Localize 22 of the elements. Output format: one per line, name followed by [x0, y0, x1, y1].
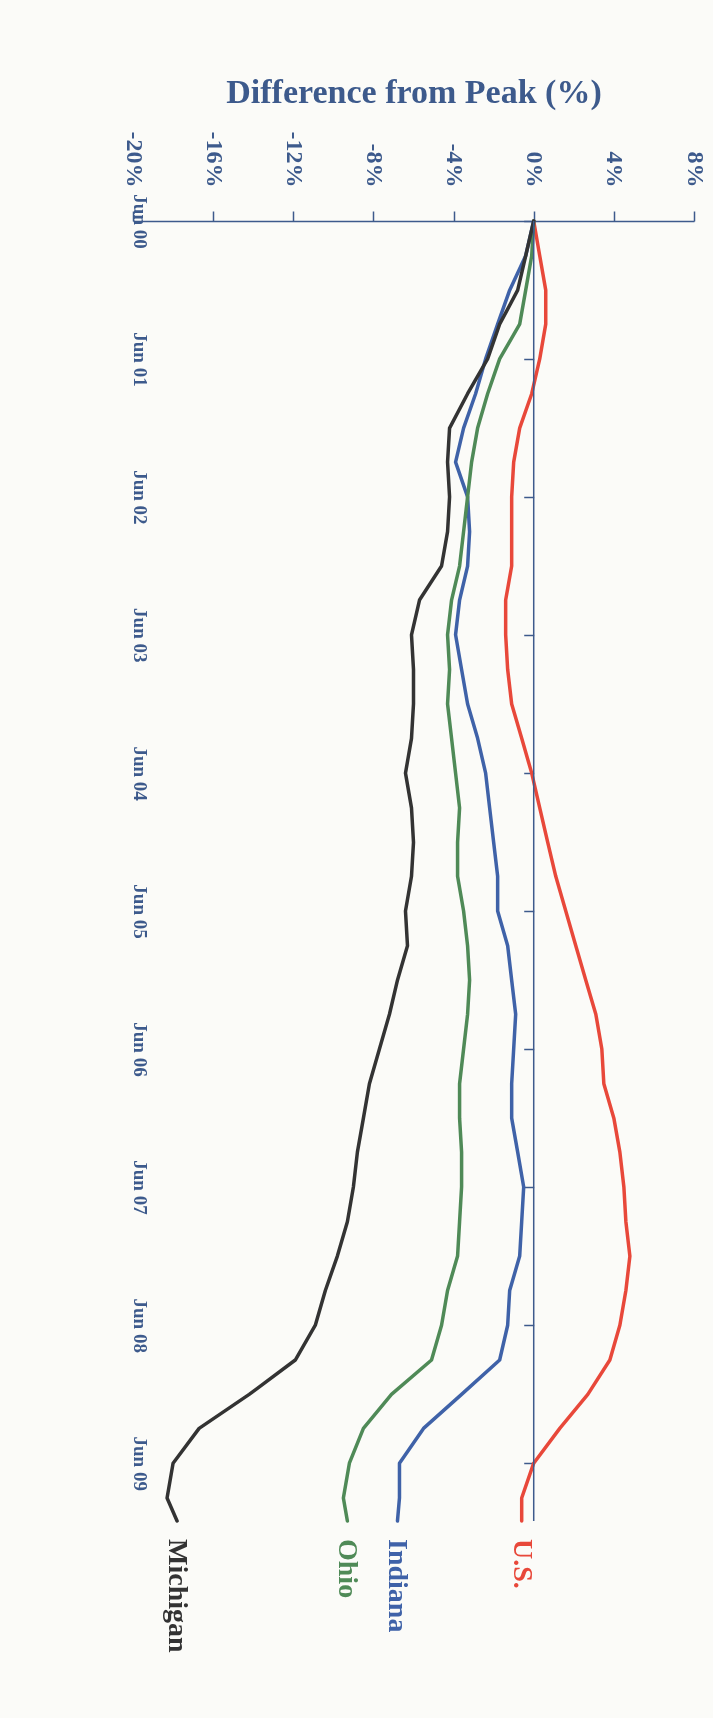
x-tick-label: 4%: [602, 151, 629, 188]
text: Ohio: [333, 1539, 365, 1599]
y-tick-label: Jun 01: [129, 332, 151, 387]
x-axis-title: Difference from Peak (%): [226, 72, 602, 111]
y-tick-label: Jun 07: [129, 1160, 151, 1216]
x-tick-label: 0%: [522, 151, 549, 188]
y-tick-label: Jun 04: [129, 746, 151, 802]
y-tick-label: Jun 08: [129, 1298, 151, 1353]
y-tick-label: Jun 05: [129, 884, 151, 939]
y-tick-label: Jun 06: [129, 1022, 151, 1077]
x-tick-label: -12%: [281, 131, 308, 188]
x-tick-label: -4%: [442, 143, 469, 188]
x-tick-label: -8%: [361, 143, 388, 188]
y-tick-label: Jun 09: [129, 1436, 151, 1491]
x-tick-label: -16%: [201, 131, 228, 188]
text: U.S.: [507, 1539, 539, 1589]
y-tick-label: Jun 02: [129, 470, 151, 525]
text: Indiana: [383, 1539, 415, 1633]
x-tick-label: 8%: [682, 151, 709, 188]
text: Michigan: [163, 1539, 195, 1653]
x-tick-label: -20%: [121, 131, 148, 188]
y-tick-label: Jun 03: [129, 608, 151, 663]
